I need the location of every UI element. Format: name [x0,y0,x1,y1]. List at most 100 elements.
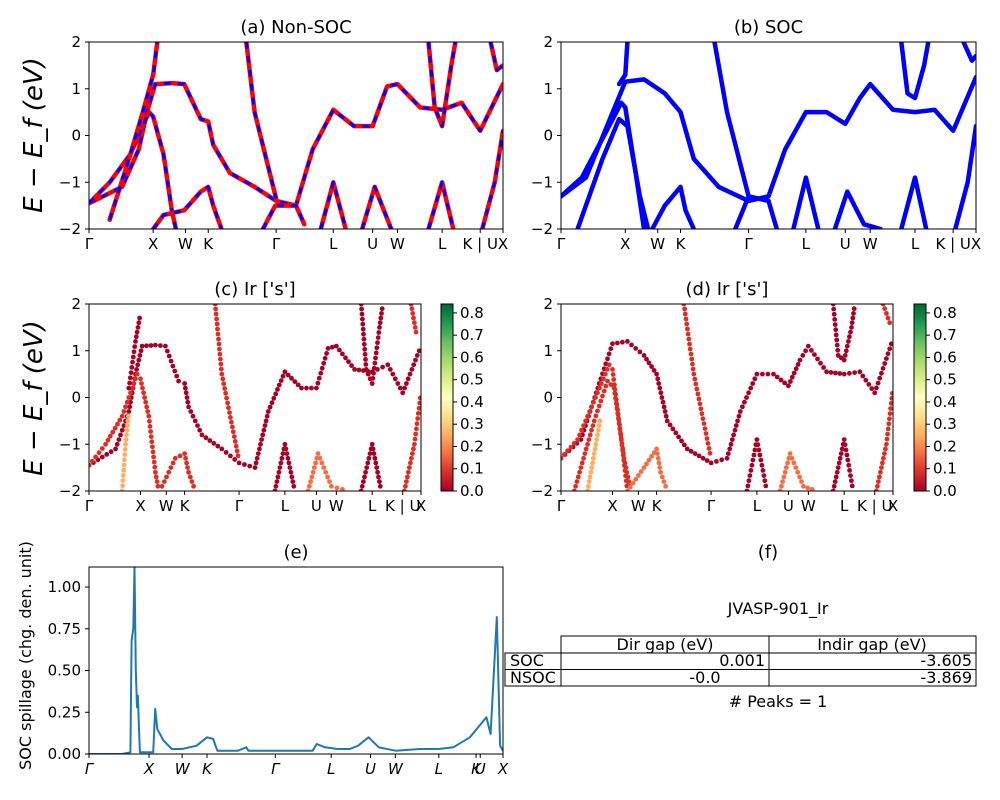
panel-c-point [134,367,140,372]
panel-d-point [737,409,743,414]
panel-d-point [606,351,612,357]
panel-c-point [123,441,128,447]
panel-d-point [887,416,892,422]
table-row-nsoc-indir: -3.869 [920,668,972,687]
panel-c-point [280,451,286,456]
panel-a-series-10 [244,42,279,201]
panel-c-point [89,458,95,464]
panel-c-colorbar-label: 0.8 [460,304,484,322]
panel-d-point [791,370,797,376]
panel-d-point [757,452,763,458]
panel-c-point [142,395,148,400]
panel-d-point [693,381,699,387]
panel-d-point [837,371,843,376]
panel-c-point [119,488,125,491]
panel-d-point [601,388,607,394]
panel-c-point [411,446,416,452]
panel-d-point [744,395,749,400]
panel-d-point [848,329,853,335]
panel-c-point [146,413,152,419]
panel-b-series-0 [561,74,976,204]
panel-c-point [267,404,273,410]
panel-a-title: (a) Non-SOC [240,17,351,38]
panel-b-series-10 [953,123,976,229]
panel-c-point [275,387,280,392]
panel-a-xtick-label: W [390,235,405,253]
panel-d-point [835,465,841,470]
panel-d-point [658,390,664,396]
panel-c-point [213,306,219,312]
panel-b-series-5 [733,194,780,229]
panel-e-xtick-label: W [175,760,191,778]
panel-c-point [337,347,342,353]
panel-a-series-6-dash [360,185,393,229]
panel-c-point [183,385,188,391]
panel-d-point [752,447,758,453]
panel-c-point [123,437,129,442]
panel-d-point [848,473,853,478]
panel-c-point [227,410,232,415]
panel-c-point [116,437,122,442]
panel-c-point [282,369,288,375]
panel-d-point [725,451,731,456]
panel-d-point [879,370,884,376]
panel-d-point [596,403,602,409]
panel-d-colorbar-label: 0.4 [933,393,957,411]
panel-e-ylabel: SOC spillage (chg. den. unit) [16,541,35,770]
panel-c-point [144,343,149,349]
panel-d-point [641,353,647,358]
panel-d-point [597,418,603,424]
panel-d-point [735,418,740,424]
panel-c-point [126,395,132,400]
panel-d-point [727,446,733,452]
panel-c-point [234,448,240,454]
panel-c-point [124,399,130,405]
panel-d-point [690,366,696,372]
panel-d-point [629,342,634,348]
panel-c-xtick-label: X [135,497,145,515]
panel-c-point [168,465,174,470]
panel-d-point [797,474,802,480]
panel-c-point [96,450,102,456]
panel-c-point [133,334,139,340]
panel-d-point [845,457,851,463]
panel-c-point [170,460,176,466]
panel-d-point [782,469,788,475]
panel-c-point [217,346,222,352]
panel-e-ytick-label: 0.25 [48,703,81,721]
panel-c-point [114,441,120,447]
panel-d-point [801,483,806,489]
panel-d-point [778,377,784,383]
panel-c-point [364,465,370,470]
panel-c-point [346,359,351,365]
panel-c-point [280,373,286,379]
panel-b-series-7 [832,189,883,229]
panel-d-point [842,353,848,358]
panel-d-point [654,371,659,377]
table-header-dir-gap: Dir gap (eV) [617,635,714,654]
panel-d-point [688,351,694,357]
panel-c-point [291,483,297,489]
panel-c-point [99,454,105,460]
panel-d-point [575,474,581,480]
panel-d-point [575,437,580,442]
panel-d-xtick-label: X [607,497,617,515]
panel-d-point [655,451,660,456]
panel-d-point [595,390,600,396]
panel-d-point [600,393,605,399]
panel-d-point [849,478,854,484]
panel-c-xtick-label: L [368,497,377,515]
panel-c-point [325,474,330,480]
panel-c-title: (c) Ir ['s'] [214,279,295,300]
panel-c-point [153,469,158,475]
panel-d-point [847,370,852,376]
panel-d-point [795,469,801,475]
panel-c-point [122,457,127,463]
panel-b-series-12 [961,42,976,63]
panel-d-point [756,447,762,453]
panel-c-colorbar-label: 0.1 [460,460,484,478]
panel-c-point [374,465,380,470]
panel-d-point [621,450,626,456]
panel-c-point [261,427,267,433]
panel-d-point [781,474,787,480]
